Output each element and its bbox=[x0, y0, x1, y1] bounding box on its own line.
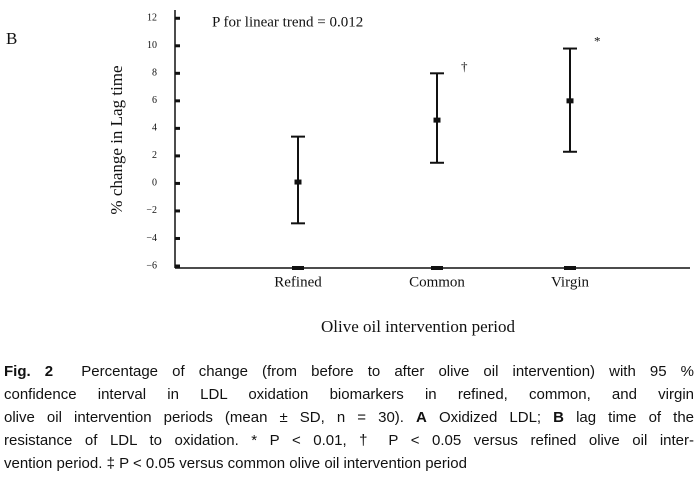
y-tick-label: 2 bbox=[152, 150, 157, 161]
panel-label: B bbox=[6, 29, 17, 48]
y-tick-label: 0 bbox=[152, 178, 157, 189]
y-tick-label: 10 bbox=[147, 40, 157, 51]
y-tick-label: −4 bbox=[146, 233, 157, 244]
caption-text: Percentage of change (from before to aft… bbox=[53, 363, 695, 380]
chart: B P for linear trend = 0.012 Olive oil i… bbox=[6, 10, 690, 336]
y-tick-label: 6 bbox=[152, 95, 157, 106]
significance-marker: * bbox=[594, 34, 601, 49]
caption-line: Fig. 2 Percentage of change (from before… bbox=[4, 360, 694, 383]
x-tick-label: Virgin bbox=[551, 274, 589, 290]
caption-text: resistance of LDL to oxidation. * P < 0.… bbox=[4, 432, 694, 449]
caption-line: confidence interval in LDL oxidation bio… bbox=[4, 383, 694, 406]
caption-bold: B bbox=[553, 409, 564, 426]
significance-marker: † bbox=[461, 58, 468, 73]
caption-text: olive oil intervention periods (mean ± S… bbox=[4, 409, 417, 426]
caption-text: lag time of the bbox=[564, 409, 695, 426]
annotation: P for linear trend = 0.012 bbox=[212, 14, 363, 30]
y-tick-label: 4 bbox=[152, 123, 157, 134]
mean-marker bbox=[566, 98, 574, 104]
x-tick-label: Refined bbox=[274, 274, 322, 290]
y-tick-label: −6 bbox=[146, 260, 157, 271]
mean-marker bbox=[294, 179, 302, 185]
y-axis-label: % change in Lag time bbox=[107, 65, 126, 214]
caption-bold: A bbox=[416, 409, 427, 426]
caption-bold: Fig. 2 bbox=[4, 363, 54, 380]
caption-line: olive oil intervention periods (mean ± S… bbox=[4, 406, 694, 429]
caption: Fig. 2 Percentage of change (from before… bbox=[4, 360, 694, 475]
caption-text: Oxidized LDL; bbox=[426, 409, 554, 426]
caption-text: confidence interval in LDL oxidation bio… bbox=[4, 386, 694, 403]
caption-line: vention period. ‡ P < 0.05 versus common… bbox=[4, 452, 694, 475]
x-tick-label: Common bbox=[409, 274, 465, 290]
caption-line: resistance of LDL to oxidation. * P < 0.… bbox=[4, 429, 694, 452]
y-tick-label: 8 bbox=[152, 68, 157, 79]
y-tick-label: 12 bbox=[147, 13, 157, 24]
caption-text: vention period. ‡ P < 0.05 versus common… bbox=[4, 455, 467, 472]
x-axis-label: Olive oil intervention period bbox=[321, 317, 516, 336]
mean-marker bbox=[433, 117, 441, 123]
y-tick-label: −2 bbox=[146, 205, 157, 216]
